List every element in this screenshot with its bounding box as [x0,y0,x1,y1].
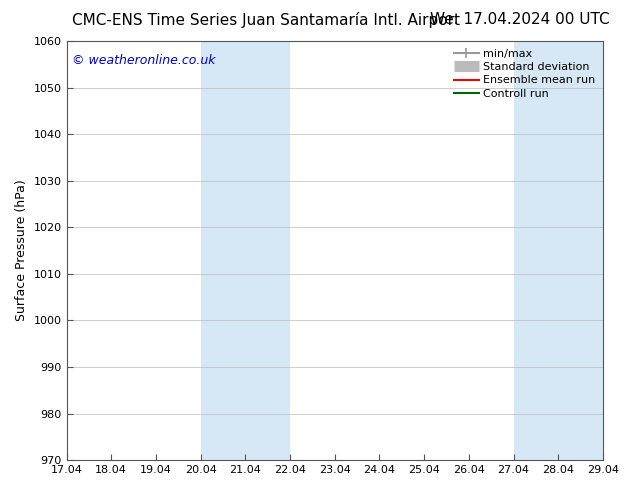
Bar [514,41,603,460]
Text: CMC-ENS Time Series Juan Santamaría Intl. Airport: CMC-ENS Time Series Juan Santamaría Intl… [72,12,460,28]
Text: We. 17.04.2024 00 UTC: We. 17.04.2024 00 UTC [430,12,610,27]
Text: © weatheronline.co.uk: © weatheronline.co.uk [72,53,216,67]
Y-axis label: Surface Pressure (hPa): Surface Pressure (hPa) [15,180,28,321]
Bar [200,41,290,460]
Legend: min/max, Standard deviation, Ensemble mean run, Controll run: min/max, Standard deviation, Ensemble me… [452,47,597,101]
